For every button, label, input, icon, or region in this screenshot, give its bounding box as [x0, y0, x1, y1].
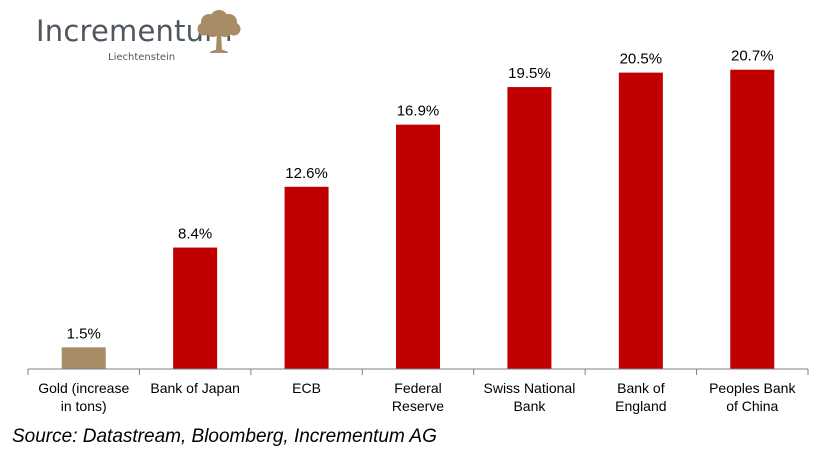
logo-subtitle: Liechtenstein [108, 52, 176, 63]
incrementum-logo: Incrementum Liechtenstein [36, 10, 246, 66]
category-label: Reserve [392, 398, 444, 414]
value-label: 20.7% [731, 48, 774, 65]
category-label: Gold (increase [38, 380, 129, 396]
bar [507, 87, 552, 369]
category-label: England [615, 398, 666, 414]
bars [61, 69, 775, 370]
value-labels: 1.5% 8.4% 12.6% 16.9% 19.5% 20.5% 20.7% [67, 48, 774, 343]
category-label: Peoples Bank [709, 380, 796, 396]
value-label: 16.9% [397, 103, 440, 120]
category-label: in tons) [61, 398, 107, 414]
bar [173, 247, 218, 369]
category-label: Bank of Japan [150, 380, 240, 396]
value-label: 8.4% [178, 226, 212, 243]
category-labels: Gold (increase in tons) Bank of Japan ECB Fe… [38, 380, 796, 414]
value-label: 19.5% [508, 65, 551, 82]
source-note: Source: Datastream, Bloomberg, Increment… [12, 426, 437, 447]
value-label: 20.5% [620, 51, 663, 68]
category-label: Bank of [617, 380, 665, 396]
x-axis-ticks [27, 369, 809, 375]
bar [618, 72, 663, 370]
oak-tree-icon [197, 10, 241, 53]
category-label: of China [726, 398, 778, 414]
bar [284, 186, 329, 369]
category-label: Federal [394, 380, 441, 396]
bar [61, 347, 106, 369]
category-label: Bank [513, 398, 546, 414]
bar-chart: 1.5% 8.4% 12.6% 16.9% 19.5% 20.5% 20.7% Gold (… [27, 48, 809, 414]
bar [396, 124, 440, 369]
value-label: 1.5% [67, 325, 101, 342]
value-label: 12.6% [285, 165, 328, 182]
category-label: ECB [292, 380, 321, 396]
category-label: Swiss National [484, 380, 576, 396]
bar [730, 69, 775, 370]
